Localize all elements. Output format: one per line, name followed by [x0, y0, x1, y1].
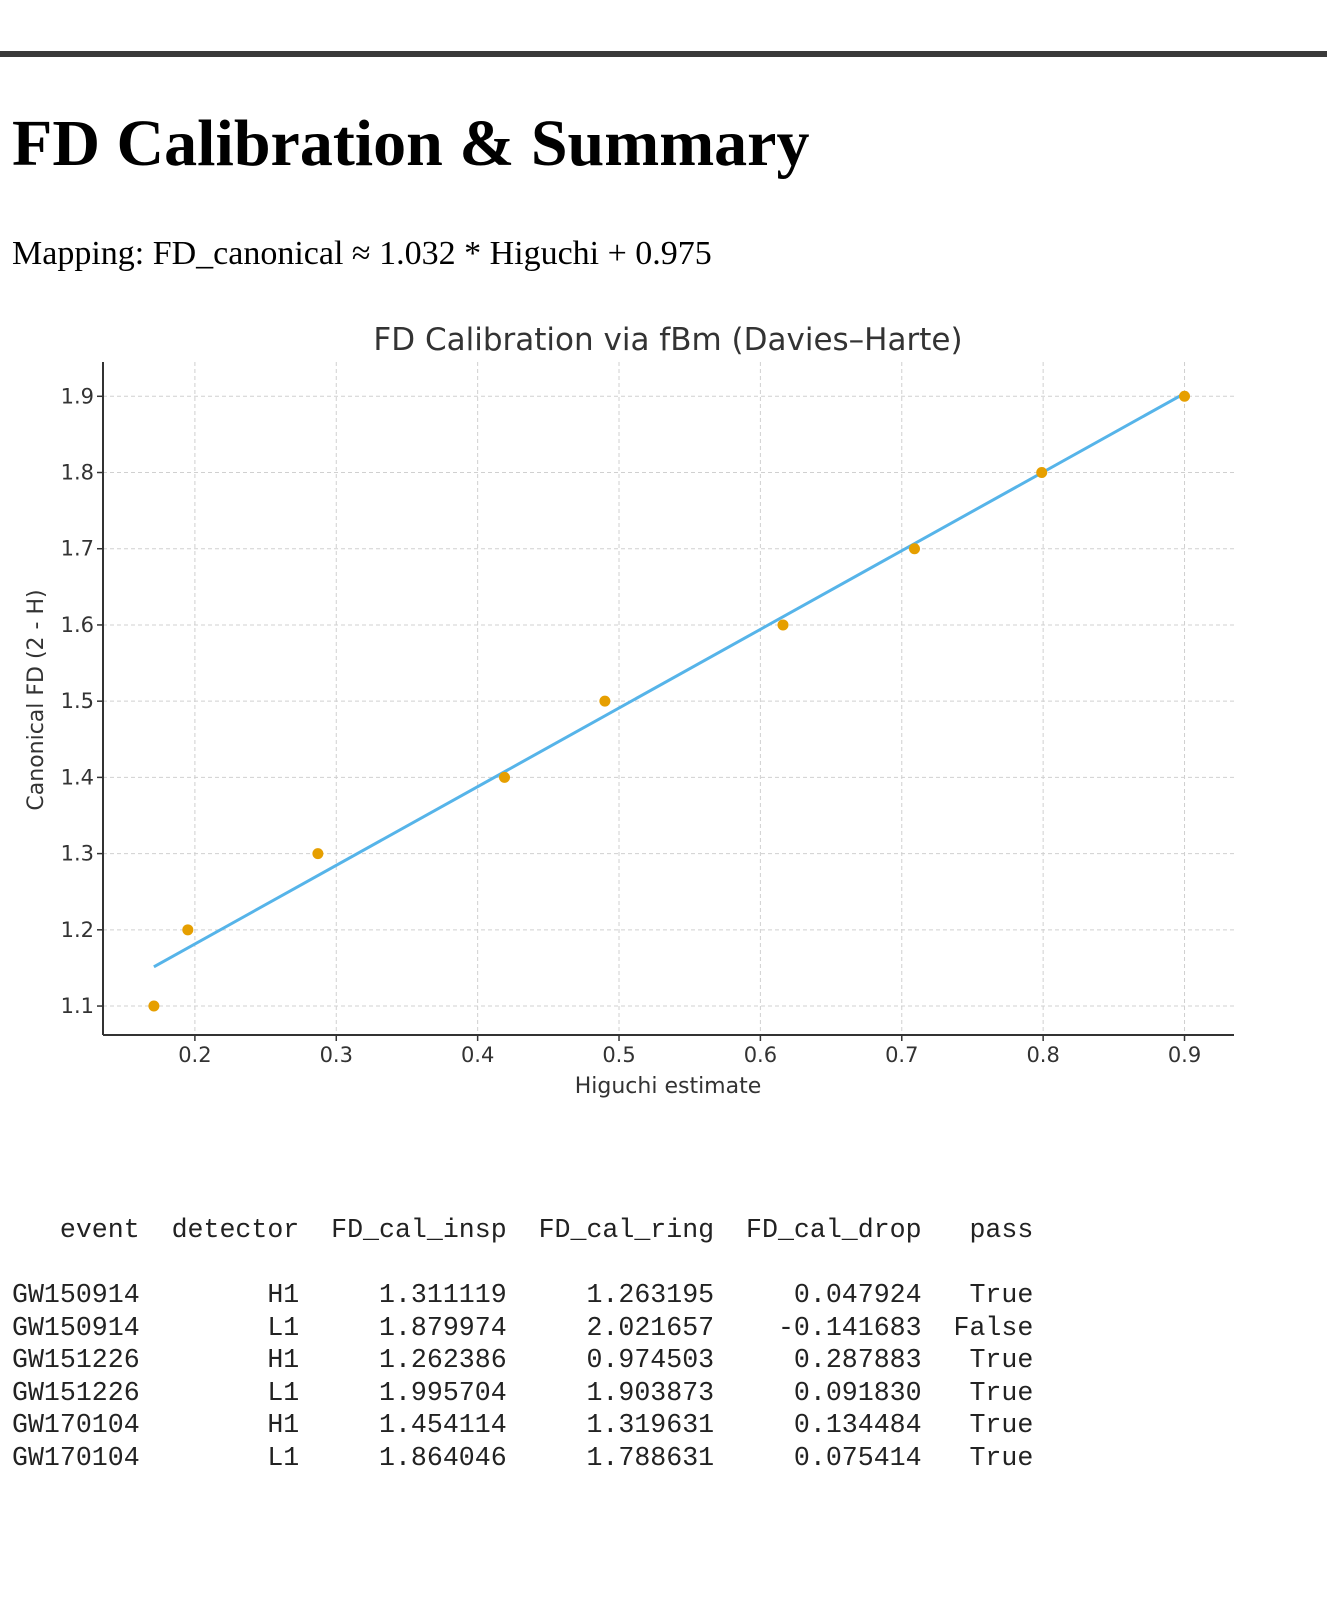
table-cell-detector: L1	[267, 1442, 300, 1473]
calibration-chart: 0.2 0.3 0.4 0.5 0.6 0.7 0.8 0.9 1.1 1.2 1.3 1.4 1.5 1…	[24, 322, 1234, 1099]
table-cell-pass: True	[969, 1280, 1034, 1310]
data-point	[499, 771, 511, 783]
table-cell-fd-cal-ring: 1.319631	[586, 1410, 715, 1440]
table-cell-event: GW150914	[12, 1280, 140, 1310]
data-point	[908, 543, 920, 555]
table-cell-pass: True	[969, 1377, 1034, 1408]
column-header-fd-cal-insp: FD_cal_insp	[331, 1215, 507, 1245]
grid	[103, 362, 1234, 1035]
table-cell-fd-cal-insp: 1.262386	[379, 1345, 507, 1375]
data-point	[1179, 390, 1191, 402]
y-tick-label: 1.2	[61, 918, 94, 942]
top-divider	[0, 51, 1327, 57]
x-tick-label: 0.6	[744, 1043, 777, 1067]
column-header-detector: detector	[171, 1215, 300, 1245]
table-cell-fd-cal-drop: -0.141683	[777, 1312, 922, 1343]
column-header-fd-cal-ring: FD_cal_ring	[538, 1215, 715, 1245]
x-tick-label: 0.4	[461, 1043, 494, 1067]
table-row: GW170104 L1 1.864046 1.788631 0.075414 True	[12, 1442, 1033, 1475]
table-cell-event: GW170104	[12, 1442, 140, 1473]
table-row: GW170104 H1 1.454114 1.319631 0.134484 True	[12, 1409, 1033, 1442]
summary-table: event detector FD_cal_insp FD_cal_ring FD_ca…	[12, 1149, 1033, 1474]
table-row: GW151226 L1 1.995704 1.903873 0.091830 True	[12, 1377, 1033, 1410]
y-tick-label: 1.8	[61, 461, 94, 485]
y-tick-label: 1.7	[61, 537, 94, 561]
table-cell-event: GW151226	[12, 1377, 140, 1408]
x-tick-label: 0.3	[320, 1043, 353, 1067]
y-tick-label: 1.6	[61, 613, 94, 637]
table-header-row: event detector FD_cal_insp FD_cal_ring FD_ca…	[12, 1214, 1033, 1247]
page-title: FD Calibration & Summary	[12, 107, 810, 180]
table-cell-detector: H1	[267, 1280, 300, 1310]
table-cell-fd-cal-insp: 1.879974	[379, 1312, 507, 1343]
x-tick-label: 0.5	[602, 1043, 635, 1067]
table-cell-fd-cal-drop: 0.134484	[793, 1410, 922, 1440]
table-cell-fd-cal-ring: 1.263195	[586, 1280, 715, 1310]
points-layer	[148, 390, 1191, 1012]
y-tick-label: 1.5	[61, 689, 94, 713]
table-cell-fd-cal-insp: 1.311119	[379, 1280, 507, 1310]
x-tick-label: 0.8	[1026, 1043, 1059, 1067]
data-point	[599, 695, 611, 707]
column-header-event: event	[59, 1215, 140, 1245]
x-tick-label: 0.2	[178, 1043, 211, 1067]
x-tick-label: 0.7	[885, 1043, 918, 1067]
table-cell-detector: L1	[267, 1377, 300, 1408]
y-tick-label: 1.9	[61, 384, 94, 408]
table-cell-fd-cal-ring: 1.788631	[586, 1442, 715, 1473]
data-point	[148, 1000, 160, 1012]
y-tick-label: 1.1	[61, 994, 94, 1018]
table-row: GW150914 H1 1.311119 1.263195 0.047924 True	[12, 1279, 1033, 1312]
column-header-fd-cal-drop: FD_cal_drop	[746, 1215, 922, 1245]
y-tick-label: 1.3	[61, 842, 94, 866]
y-tick-label: 1.4	[61, 765, 94, 789]
mapping-formula: Mapping: FD_canonical ≈ 1.032 * Higuchi …	[12, 235, 712, 272]
table-cell-fd-cal-insp: 1.864046	[379, 1442, 507, 1473]
table-cell-detector: H1	[267, 1345, 300, 1375]
table-cell-fd-cal-drop: 0.075414	[793, 1442, 922, 1473]
table-cell-fd-cal-drop: 0.287883	[793, 1345, 922, 1375]
table-cell-fd-cal-drop: 0.047924	[793, 1280, 922, 1310]
table-cell-detector: H1	[267, 1410, 300, 1440]
table-cell-fd-cal-ring: 0.974503	[586, 1345, 715, 1375]
y-axis-label: Canonical FD (2 - H)	[24, 589, 49, 810]
column-header-pass: pass	[969, 1215, 1034, 1245]
table-cell-event: GW151226	[12, 1345, 140, 1375]
table-cell-pass: True	[969, 1345, 1034, 1375]
table-cell-fd-cal-drop: 0.091830	[793, 1377, 922, 1408]
fit-line-layer	[153, 392, 1186, 969]
table-cell-event: GW170104	[12, 1410, 140, 1440]
axes: 0.2 0.3 0.4 0.5 0.6 0.7 0.8 0.9 1.1 1.2 1.3 1.4 1.5 1…	[61, 362, 1234, 1067]
table-cell-fd-cal-insp: 1.995704	[379, 1377, 507, 1408]
table-cell-fd-cal-insp: 1.454114	[379, 1410, 507, 1440]
table-cell-pass: True	[969, 1442, 1034, 1473]
data-point	[1036, 467, 1048, 479]
table-cell-detector: L1	[267, 1312, 300, 1343]
table-cell-event: GW150914	[12, 1312, 140, 1343]
x-axis-label: Higuchi estimate	[575, 1074, 762, 1099]
x-tick-label: 0.9	[1168, 1043, 1201, 1067]
table-row: GW150914 L1 1.879974 2.021657 -0.141683 False	[12, 1312, 1033, 1345]
data-point	[312, 848, 324, 860]
table-cell-fd-cal-ring: 2.021657	[586, 1312, 715, 1343]
data-point	[777, 619, 789, 631]
table-cell-pass: True	[969, 1410, 1034, 1440]
table-cell-pass: False	[953, 1312, 1034, 1343]
chart-title: FD Calibration via fBm (Davies–Harte)	[373, 322, 962, 358]
data-point	[182, 924, 194, 936]
table-cell-fd-cal-ring: 1.903873	[586, 1377, 715, 1408]
fit-line	[153, 392, 1186, 969]
table-row: GW151226 H1 1.262386 0.974503 0.287883 True	[12, 1344, 1033, 1377]
